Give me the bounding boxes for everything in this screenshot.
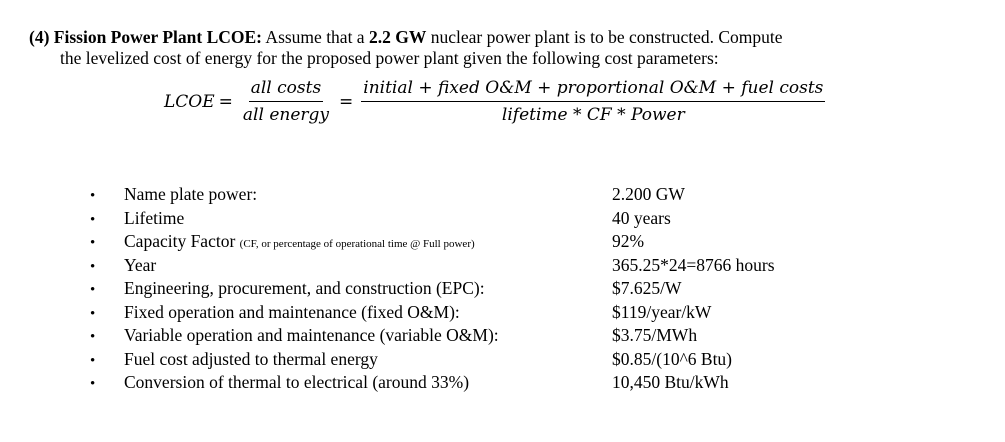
parameter-value: 40 years (612, 207, 671, 228)
parameter-value: 2.200 GW (612, 184, 685, 204)
parameter-row: • Conversion of thermal to electrical (ar… (90, 372, 970, 396)
bullet-icon: • (90, 305, 96, 322)
parameter-value: $3.75/MWh (612, 325, 698, 345)
parameter-name-text: Lifetime (124, 207, 185, 228)
parameter-row: • Name plate power: 2.200 GW (90, 184, 970, 208)
parameter-name: Variable operation and maintenance (vari… (124, 325, 612, 346)
parameter-name-text: Conversion of thermal to electrical (aro… (124, 372, 470, 392)
parameter-row: • Engineering, procurement, and construct… (90, 278, 970, 302)
parameter-name: Conversion of thermal to electrical (aro… (124, 372, 612, 393)
parameter-name: Lifetime (124, 208, 612, 229)
parameter-note: (CF, or percentage of operational time @… (239, 238, 475, 250)
problem-statement: (4) Fission Power Plant LCOE: Assume tha… (29, 27, 989, 69)
problem-line-1: (4) Fission Power Plant LCOE: Assume tha… (29, 27, 989, 48)
fraction-2-numerator: initial + fixed O&M + proportional O&M +… (361, 78, 826, 102)
parameter-name: Capacity Factor (CF, or percentage of op… (124, 231, 612, 252)
fraction-costs-over-energy: all costs all energy (241, 78, 331, 125)
parameter-name: Name plate power: (124, 184, 612, 205)
bullet-icon: • (90, 258, 96, 275)
parameter-row: • Lifetime 40 years (90, 208, 970, 232)
bullet-icon: • (90, 282, 96, 298)
parameter-value: $7.625/W (612, 278, 682, 298)
parameter-name-text: Year (124, 254, 157, 275)
parameter-value: 10,450 Btu/kWh (612, 372, 729, 392)
parameter-name: Year (124, 255, 612, 276)
bullet-icon: • (90, 211, 96, 228)
problem-number: (4) (29, 27, 50, 47)
parameter-row: • Fuel cost adjusted to thermal energy $0.… (90, 349, 970, 373)
fraction-1-numerator: all costs (248, 78, 324, 102)
parameter-value: 92% (612, 231, 645, 251)
parameter-name-text: Fixed operation and maintenance (fixed O… (124, 301, 460, 322)
parameter-row: • Year 365.25*24=8766 hours (90, 255, 970, 279)
parameter-value: 365.25*24=8766 hours (612, 254, 775, 275)
parameter-value: $0.85/(10^6 Btu) (612, 348, 733, 369)
parameter-list: • Name plate power: 2.200 GW • Lifetime 40 ye… (90, 184, 970, 396)
formula-equals-1: = (218, 91, 233, 112)
problem-text-b: nuclear power plant is to be constructed… (426, 27, 783, 47)
problem-title: Fission Power Plant LCOE: (53, 27, 263, 47)
bullet-icon: • (90, 188, 96, 204)
parameter-row: • Capacity Factor (CF, or percentage of o… (90, 231, 970, 255)
parameter-row: • Variable operation and maintenance (var… (90, 325, 970, 349)
bullet-icon: • (90, 352, 96, 369)
fraction-1-denominator: all energy (242, 105, 330, 125)
fraction-2-denominator: lifetime * CF * Power (501, 105, 685, 125)
problem-text-a: Assume that a (262, 27, 369, 47)
parameter-name: Engineering, procurement, and constructi… (124, 278, 612, 299)
parameter-name: Fixed operation and maintenance (fixed O… (124, 302, 612, 323)
problem-line-2: the levelized cost of energy for the pro… (60, 48, 719, 68)
formula-lhs: LCOE (164, 91, 215, 112)
problem-power: 2.2 GW (368, 27, 427, 47)
parameter-value: $119/year/kW (612, 301, 712, 322)
parameter-name-text: Capacity Factor (124, 231, 240, 251)
parameter-name: Fuel cost adjusted to thermal energy (124, 349, 612, 370)
parameter-row: • Fixed operation and maintenance (fixed … (90, 302, 970, 326)
parameter-name-text: Engineering, procurement, and constructi… (124, 278, 485, 298)
lcoe-formula: LCOE = all costs all energy = initial + … (164, 78, 829, 125)
bullet-icon: • (90, 235, 96, 251)
fraction-expanded: initial + fixed O&M + proportional O&M +… (361, 78, 826, 125)
parameter-name-text: Fuel cost adjusted to thermal energy (124, 348, 378, 369)
formula-equals-2: = (339, 91, 354, 112)
parameter-name-text: Variable operation and maintenance (vari… (124, 325, 499, 345)
parameter-name-text: Name plate power: (124, 184, 258, 204)
bullet-icon: • (90, 376, 96, 392)
bullet-icon: • (90, 329, 96, 345)
